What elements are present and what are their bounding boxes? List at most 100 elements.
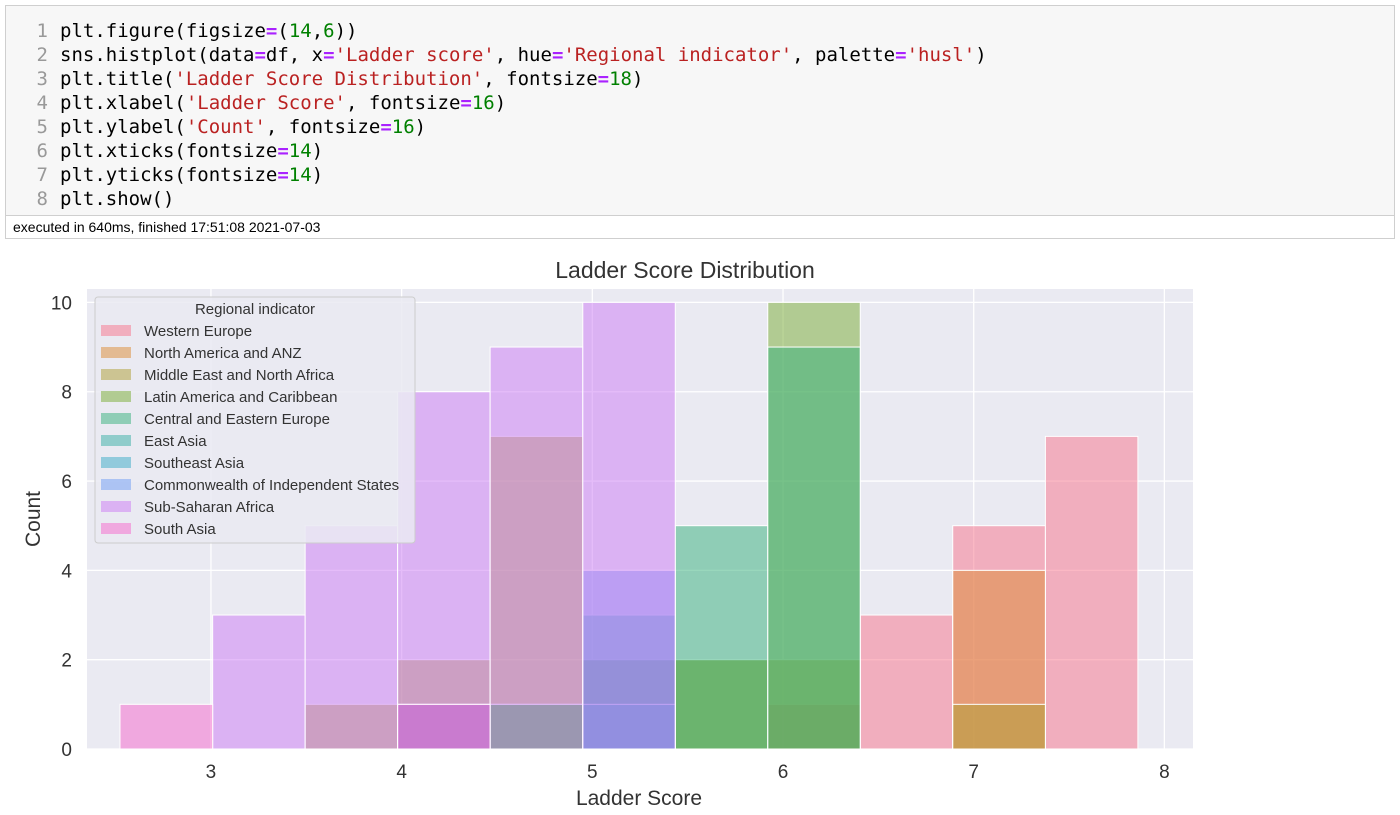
code-text[interactable]: sns.histplot(data=df, x='Ladder score', … bbox=[60, 43, 987, 67]
execution-status: executed in 640ms, finished 17:51:08 202… bbox=[6, 215, 1394, 238]
code-token: ) bbox=[414, 116, 427, 138]
legend-entry: Middle East and North Africa bbox=[144, 367, 335, 384]
legend-swatch bbox=[101, 523, 131, 534]
legend: Regional indicator Western Europe North Am… bbox=[94, 296, 416, 544]
code-line[interactable]: 7 plt.yticks(fontsize=14) bbox=[6, 163, 1394, 187]
code-token: = bbox=[254, 44, 266, 66]
code-token: plt.ylabel( bbox=[60, 116, 186, 138]
y-tick-label: 0 bbox=[61, 740, 72, 761]
y-tick-label: 4 bbox=[61, 561, 72, 582]
code-token: 'Ladder score' bbox=[334, 44, 495, 66]
histogram-bar bbox=[489, 346, 584, 750]
code-token: plt.xlabel( bbox=[60, 92, 186, 114]
line-number: 6 bbox=[36, 140, 48, 162]
chart-title: Ladder Score Distribution bbox=[555, 257, 815, 283]
code-line[interactable]: 2 sns.histplot(data=df, x='Ladder score',… bbox=[6, 43, 1394, 67]
x-tick-label: 6 bbox=[778, 762, 789, 783]
legend-entry: North America and ANZ bbox=[144, 345, 302, 362]
code-text[interactable]: plt.yticks(fontsize=14) bbox=[60, 163, 323, 187]
legend-entry: East Asia bbox=[144, 433, 207, 450]
code-token: plt.figure(figsize bbox=[60, 20, 266, 42]
code-text[interactable]: plt.xticks(fontsize=14) bbox=[60, 139, 323, 163]
code-token: = bbox=[551, 44, 564, 66]
y-tick-label: 6 bbox=[61, 472, 72, 493]
code-token: plt.show() bbox=[60, 188, 175, 210]
legend-entry: Latin America and Caribbean bbox=[144, 389, 337, 406]
code-token: plt.title( bbox=[60, 68, 175, 90]
x-tick-label: 5 bbox=[587, 762, 598, 783]
code-text[interactable]: plt.figure(figsize=(14,6)) bbox=[60, 19, 358, 43]
code-token: = bbox=[460, 92, 472, 114]
histogram-bar bbox=[304, 525, 399, 750]
code-token: 14 bbox=[288, 164, 312, 186]
code-token: = bbox=[265, 20, 278, 42]
y-tick-label: 10 bbox=[51, 293, 72, 314]
code-token: ) bbox=[311, 140, 324, 162]
code-token: , fontsize bbox=[265, 116, 381, 138]
legend-title: Regional indicator bbox=[195, 301, 315, 318]
code-line[interactable]: 3 plt.title('Ladder Score Distribution', … bbox=[6, 67, 1394, 91]
code-token: df, x bbox=[265, 44, 324, 66]
code-token: = bbox=[597, 68, 610, 90]
histogram-bar bbox=[952, 703, 1046, 750]
x-axis-label: Ladder Score bbox=[576, 787, 702, 810]
legend-box bbox=[94, 296, 416, 544]
code-token: 'Count' bbox=[185, 116, 266, 138]
code-token: = bbox=[380, 116, 392, 138]
code-token: , fontsize bbox=[346, 92, 461, 114]
x-tick-label: 3 bbox=[206, 762, 217, 783]
code-token: 'Regional indicator' bbox=[563, 44, 793, 66]
code-token: ) bbox=[631, 68, 644, 90]
line-number: 2 bbox=[36, 44, 48, 66]
legend-entry: South Asia bbox=[144, 521, 216, 538]
code-line[interactable]: 8 plt.show() bbox=[6, 187, 1394, 211]
legend-swatch bbox=[101, 457, 131, 468]
histogram-bar bbox=[859, 614, 954, 750]
code-editor[interactable]: 1 plt.figure(figsize=(14,6)) 2 sns.histplot… bbox=[6, 6, 1394, 215]
histogram-bar bbox=[674, 525, 769, 750]
code-text[interactable]: plt.xlabel('Ladder Score', fontsize=16) bbox=[60, 91, 506, 115]
code-token: ) bbox=[975, 44, 987, 66]
code-token: plt.yticks(fontsize bbox=[60, 164, 278, 186]
legend-entry: Sub-Saharan Africa bbox=[144, 499, 275, 516]
legend-swatch bbox=[101, 413, 131, 424]
code-token: 'Ladder Score Distribution' bbox=[174, 68, 484, 90]
code-token: sns.histplot(data bbox=[60, 44, 255, 66]
x-tick-label: 8 bbox=[1159, 762, 1170, 783]
y-tick-label: 8 bbox=[61, 383, 72, 404]
code-token: 'Ladder Score' bbox=[185, 92, 346, 114]
code-line[interactable]: 6 plt.xticks(fontsize=14) bbox=[6, 139, 1394, 163]
line-number: 7 bbox=[36, 164, 48, 186]
code-token: 16 bbox=[471, 92, 495, 114]
line-number: 5 bbox=[36, 116, 48, 138]
code-text[interactable]: plt.ylabel('Count', fontsize=16) bbox=[60, 115, 426, 139]
code-line[interactable]: 4 plt.xlabel('Ladder Score', fontsize=16) bbox=[6, 91, 1394, 115]
code-token: 16 bbox=[391, 116, 415, 138]
code-token: ) bbox=[494, 92, 507, 114]
code-token: , bbox=[311, 20, 324, 42]
histogram-chart: 3 4 5 6 7 8 0 2 4 6 8 10 Ladder Score Distribution La… bbox=[22, 257, 1193, 810]
histogram-bar bbox=[1044, 435, 1139, 750]
legend-swatch bbox=[101, 369, 131, 380]
legend-entry: Southeast Asia bbox=[144, 455, 245, 472]
x-tick-label: 7 bbox=[968, 762, 979, 783]
code-line[interactable]: 5 plt.ylabel('Count', fontsize=16) bbox=[6, 115, 1394, 139]
code-token: , palette bbox=[792, 44, 896, 66]
legend-swatch bbox=[101, 501, 131, 512]
legend-swatch bbox=[101, 479, 131, 490]
histogram-bar bbox=[582, 301, 676, 750]
code-token: 14 bbox=[288, 20, 312, 42]
code-text[interactable]: plt.show() bbox=[60, 187, 174, 211]
code-token: = bbox=[895, 44, 907, 66]
code-token: ( bbox=[277, 20, 289, 42]
code-cell[interactable]: 1 plt.figure(figsize=(14,6)) 2 sns.histplot… bbox=[5, 5, 1395, 239]
line-number: 4 bbox=[36, 92, 48, 114]
legend-entry: Commonwealth of Independent States bbox=[144, 477, 399, 494]
histogram-bar bbox=[119, 703, 214, 750]
code-token: ) bbox=[311, 164, 324, 186]
code-line[interactable]: 1 plt.figure(figsize=(14,6)) bbox=[6, 19, 1394, 43]
code-token: = bbox=[323, 44, 335, 66]
histogram-bar bbox=[767, 346, 861, 750]
code-text[interactable]: plt.title('Ladder Score Distribution', f… bbox=[60, 67, 643, 91]
legend-entry: Western Europe bbox=[144, 323, 252, 340]
